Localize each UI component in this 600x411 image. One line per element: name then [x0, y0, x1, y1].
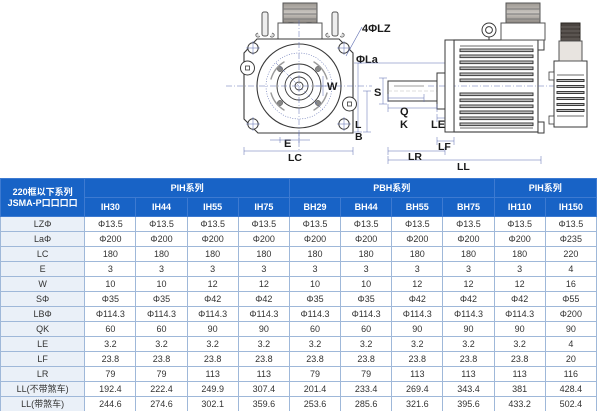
svg-text:LL: LL: [457, 161, 470, 173]
svg-text:4ΦLZ: 4ΦLZ: [362, 23, 391, 35]
svg-text:L: L: [355, 119, 362, 131]
svg-text:K: K: [400, 119, 408, 131]
svg-text:Q: Q: [400, 106, 409, 118]
svg-text:LE: LE: [431, 119, 445, 131]
svg-text:LC: LC: [288, 152, 302, 164]
svg-text:LR: LR: [408, 151, 422, 163]
svg-text:LF: LF: [438, 141, 451, 153]
svg-text:ΦLa: ΦLa: [356, 54, 379, 66]
svg-text:S: S: [374, 87, 381, 99]
svg-text:B: B: [355, 131, 363, 143]
svg-text:W: W: [327, 81, 338, 93]
